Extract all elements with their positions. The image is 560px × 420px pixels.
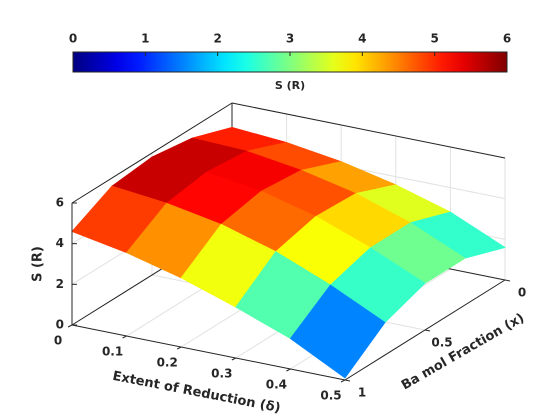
y-axis-label: Ba mol Fraction (x) bbox=[399, 311, 527, 394]
surface-patch bbox=[289, 284, 386, 379]
z-tick-label: 4 bbox=[56, 236, 64, 250]
x-tick-label: 0 bbox=[518, 286, 526, 300]
colorbar-tick-label: 5 bbox=[430, 32, 438, 46]
z-axis-label: S (R) bbox=[31, 246, 46, 282]
colorbar-tick-label: 1 bbox=[141, 32, 149, 46]
z-tick-label: 2 bbox=[56, 277, 64, 291]
axis-line bbox=[71, 324, 346, 381]
x-tick-label: 1 bbox=[358, 386, 366, 400]
tick bbox=[340, 379, 346, 383]
colorbar-tick-label: 3 bbox=[286, 32, 294, 46]
x-tick-label: 0.5 bbox=[431, 336, 452, 350]
tick bbox=[176, 346, 182, 350]
delta-tick-label: 0.5 bbox=[320, 389, 341, 403]
tick bbox=[286, 368, 291, 372]
tick bbox=[424, 329, 431, 332]
colorbar-tick-label: 0 bbox=[69, 32, 77, 46]
colorbar-tick-label: 6 bbox=[503, 32, 511, 46]
z-tick-label: 6 bbox=[56, 196, 64, 210]
tick bbox=[504, 279, 511, 282]
tick bbox=[67, 324, 73, 328]
delta-tick-label: 0.1 bbox=[102, 345, 123, 359]
z-tick-label: 0 bbox=[56, 318, 64, 332]
tick bbox=[231, 357, 237, 361]
colorbar-tick-label: 4 bbox=[358, 32, 366, 46]
box-edge bbox=[71, 102, 233, 204]
delta-tick-label: 0 bbox=[54, 334, 62, 348]
x-axis-label: Extent of Reduction (δ) bbox=[111, 369, 281, 416]
colorbar-label: S (R) bbox=[275, 79, 305, 92]
delta-tick-label: 0.2 bbox=[157, 356, 178, 370]
delta-tick-label: 0.3 bbox=[211, 367, 232, 381]
delta-tick-label: 0.4 bbox=[266, 378, 287, 392]
colorbar-tick-label: 2 bbox=[213, 32, 221, 46]
tick bbox=[344, 379, 351, 382]
tick bbox=[122, 335, 127, 339]
box-edge bbox=[231, 102, 506, 159]
